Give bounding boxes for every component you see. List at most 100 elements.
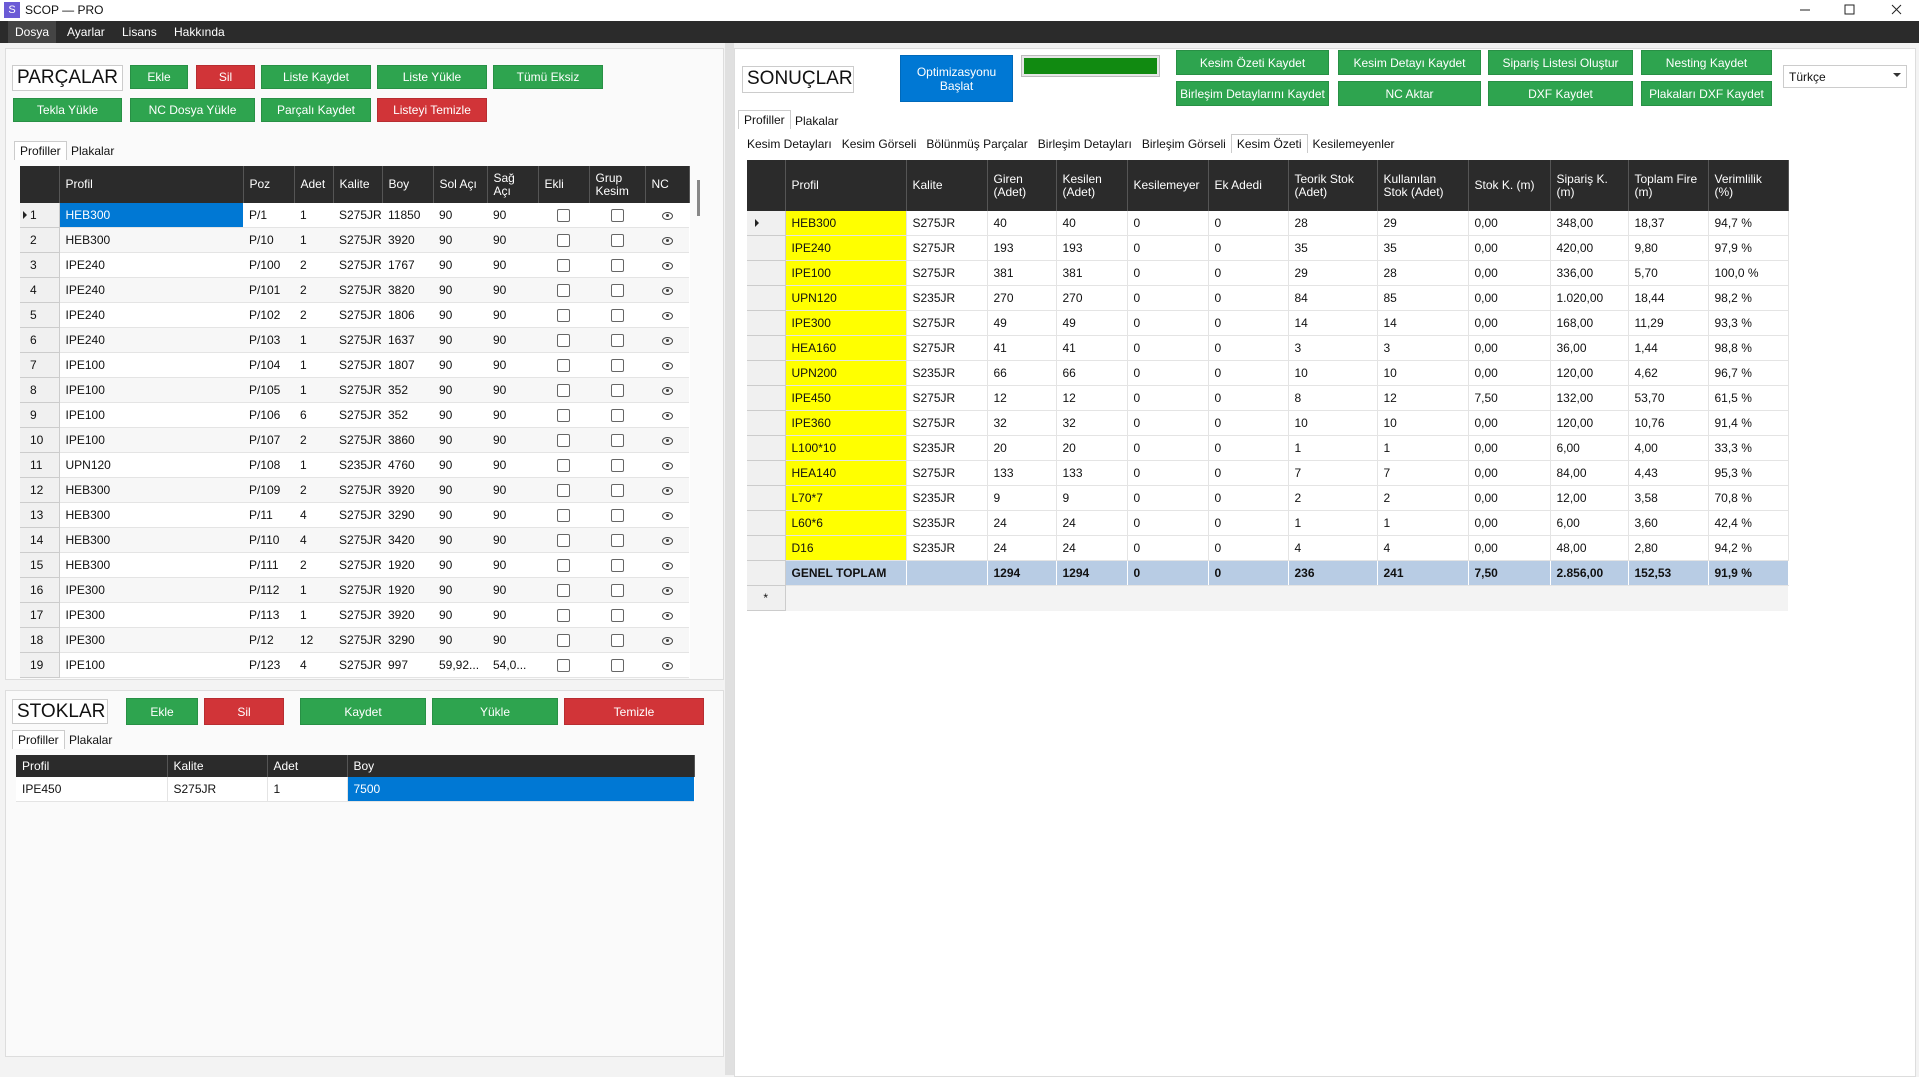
button[interactable]: Sil xyxy=(196,65,255,89)
checkbox[interactable] xyxy=(557,659,570,673)
checkbox[interactable] xyxy=(557,434,570,448)
eye-icon[interactable] xyxy=(661,386,673,395)
eye-icon[interactable] xyxy=(661,211,673,220)
eye-icon[interactable] xyxy=(661,336,673,345)
checkbox[interactable] xyxy=(557,259,570,273)
eye-icon[interactable] xyxy=(661,561,673,570)
button[interactable]: Tümü Eksiz xyxy=(493,65,603,89)
checkbox[interactable] xyxy=(610,359,624,373)
checkbox[interactable] xyxy=(610,584,624,598)
checkbox[interactable] xyxy=(557,209,570,223)
checkbox[interactable] xyxy=(557,234,570,248)
splitter[interactable] xyxy=(725,43,734,1075)
checkbox[interactable] xyxy=(610,509,624,523)
eye-icon[interactable] xyxy=(661,236,673,245)
button[interactable]: Ekle xyxy=(130,65,188,89)
eye-icon[interactable] xyxy=(661,361,673,370)
language-select[interactable]: Türkçe xyxy=(1783,65,1907,88)
checkbox[interactable] xyxy=(610,309,624,323)
button[interactable]: Liste Yükle xyxy=(377,65,487,89)
checkbox[interactable] xyxy=(610,384,624,398)
tab[interactable]: Kesim Detayları xyxy=(747,137,832,151)
button[interactable]: Kesim Detayı Kaydet xyxy=(1338,50,1481,75)
checkbox[interactable] xyxy=(557,559,570,573)
button[interactable]: Kesim Özeti Kaydet xyxy=(1176,50,1329,75)
tab[interactable]: Plakalar xyxy=(71,144,115,158)
checkbox[interactable] xyxy=(557,359,570,373)
checkbox[interactable] xyxy=(557,284,570,298)
tab[interactable]: Profiller xyxy=(738,110,791,129)
tab[interactable]: Birleşim Detayları xyxy=(1037,137,1132,151)
checkbox[interactable] xyxy=(557,609,570,623)
button[interactable]: Listeyi Temizle xyxy=(377,98,487,122)
checkbox[interactable] xyxy=(610,284,624,298)
menu-item[interactable]: Ayarlar xyxy=(67,25,105,39)
button[interactable]: Plakaları DXF Kaydet xyxy=(1641,81,1772,106)
eye-icon[interactable] xyxy=(661,311,673,320)
eye-icon[interactable] xyxy=(661,511,673,520)
eye-icon[interactable] xyxy=(661,461,673,470)
button[interactable]: Ekle xyxy=(126,698,198,725)
checkbox[interactable] xyxy=(610,659,624,673)
optimize-button[interactable]: Optimizasyonu Başlat xyxy=(900,55,1013,102)
menu-item[interactable]: Lisans xyxy=(122,25,157,39)
button[interactable]: DXF Kaydet xyxy=(1488,81,1633,106)
checkbox[interactable] xyxy=(610,459,624,473)
checkbox[interactable] xyxy=(610,609,624,623)
checkbox[interactable] xyxy=(610,559,624,573)
checkbox[interactable] xyxy=(610,434,624,448)
button[interactable]: Parçalı Kaydet xyxy=(261,98,371,122)
checkbox[interactable] xyxy=(557,634,570,648)
button[interactable]: Liste Kaydet xyxy=(261,65,371,89)
checkbox[interactable] xyxy=(557,334,570,348)
button[interactable]: Yükle xyxy=(432,698,558,725)
checkbox[interactable] xyxy=(610,534,624,548)
checkbox[interactable] xyxy=(610,209,624,223)
tab[interactable]: Kesilemeyenler xyxy=(1312,137,1395,151)
checkbox[interactable] xyxy=(557,309,570,323)
eye-icon[interactable] xyxy=(661,436,673,445)
eye-icon[interactable] xyxy=(661,536,673,545)
button[interactable]: Temizle xyxy=(564,698,704,725)
eye-icon[interactable] xyxy=(661,286,673,295)
window-controls[interactable] xyxy=(1790,0,1919,21)
checkbox[interactable] xyxy=(610,409,624,423)
checkbox[interactable] xyxy=(610,234,624,248)
eye-icon[interactable] xyxy=(661,486,673,495)
eye-icon[interactable] xyxy=(661,661,673,670)
checkbox[interactable] xyxy=(557,384,570,398)
eye-icon[interactable] xyxy=(661,586,673,595)
button[interactable]: NC Aktar xyxy=(1338,81,1481,106)
button[interactable]: Sil xyxy=(204,698,284,725)
checkbox[interactable] xyxy=(610,484,624,498)
button[interactable]: Kaydet xyxy=(300,698,426,725)
tab[interactable]: Bölünmüş Parçalar xyxy=(926,137,1028,151)
checkbox[interactable] xyxy=(557,534,570,548)
eye-icon[interactable] xyxy=(661,261,673,270)
button[interactable]: NC Dosya Yükle xyxy=(130,98,255,122)
tab[interactable]: Kesim Özeti xyxy=(1230,134,1308,153)
button[interactable]: Nesting Kaydet xyxy=(1641,50,1772,75)
eye-icon[interactable] xyxy=(661,611,673,620)
tab[interactable]: Plakalar xyxy=(69,733,113,747)
checkbox[interactable] xyxy=(557,584,570,598)
button[interactable]: Sipariş Listesi Oluştur xyxy=(1488,50,1633,75)
scrollbar[interactable] xyxy=(697,180,700,216)
tab[interactable]: Profiller xyxy=(12,730,65,749)
tab[interactable]: Profiller xyxy=(14,141,67,160)
tab[interactable]: Plakalar xyxy=(795,114,839,128)
checkbox[interactable] xyxy=(557,409,570,423)
checkbox[interactable] xyxy=(557,509,570,523)
checkbox[interactable] xyxy=(557,459,570,473)
eye-icon[interactable] xyxy=(661,411,673,420)
tab[interactable]: Kesim Görseli xyxy=(841,137,917,151)
button[interactable]: Tekla Yükle xyxy=(13,98,122,122)
eye-icon[interactable] xyxy=(661,636,673,645)
checkbox[interactable] xyxy=(557,484,570,498)
menu-item[interactable]: Dosya xyxy=(8,21,57,43)
menu-item[interactable]: Hakkında xyxy=(174,25,225,39)
checkbox[interactable] xyxy=(610,259,624,273)
checkbox[interactable] xyxy=(610,634,624,648)
button[interactable]: Birleşim Detaylarını Kaydet xyxy=(1176,81,1329,106)
tab[interactable]: Birleşim Görseli xyxy=(1141,137,1226,151)
